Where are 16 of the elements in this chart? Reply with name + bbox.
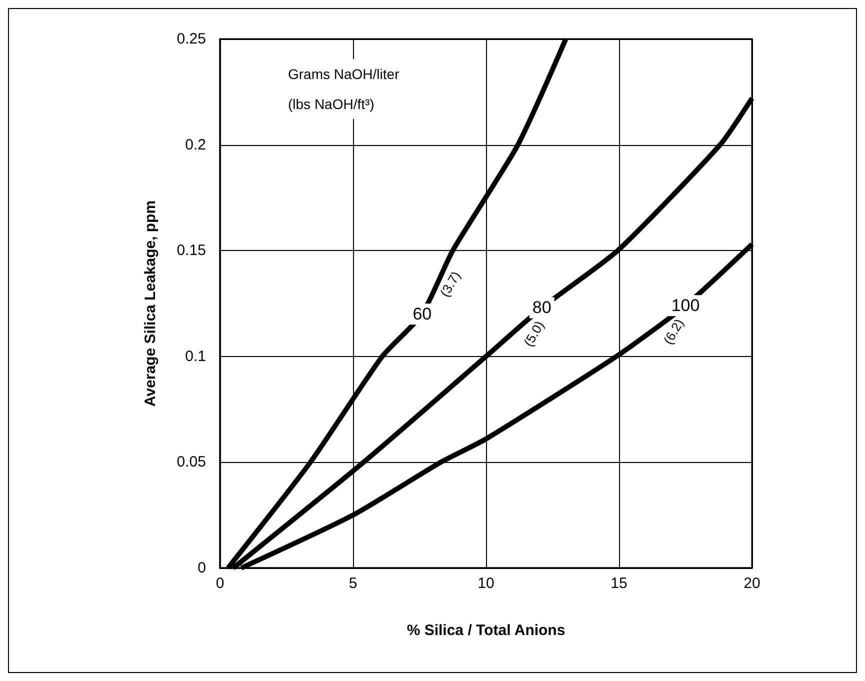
y-tick-label: 0.1 bbox=[185, 348, 206, 365]
x-tick-label: 15 bbox=[610, 575, 628, 592]
x-axis-title: % Silica / Total Anions bbox=[406, 622, 566, 639]
x-tick-label: 10 bbox=[478, 575, 494, 592]
y-tick-label: 0.15 bbox=[176, 242, 206, 260]
y-tick-label: 0.2 bbox=[185, 136, 206, 154]
y-tick-label: 0.25 bbox=[176, 30, 206, 48]
x-tick-label: 20 bbox=[744, 575, 760, 592]
legend-title: Grams NaOH/liter (lbs NaOH/ft³) bbox=[288, 66, 400, 112]
series-label: 60 bbox=[412, 304, 432, 324]
x-tick-label: 5 bbox=[348, 575, 358, 592]
y-tick-label: 0 bbox=[198, 560, 206, 576]
series-label: 80 bbox=[532, 298, 552, 318]
y-tick-label: 0.05 bbox=[176, 454, 206, 471]
x-tick-label: 0 bbox=[216, 575, 224, 592]
y-axis-title: Average Silica Leakage, ppm bbox=[142, 200, 159, 407]
